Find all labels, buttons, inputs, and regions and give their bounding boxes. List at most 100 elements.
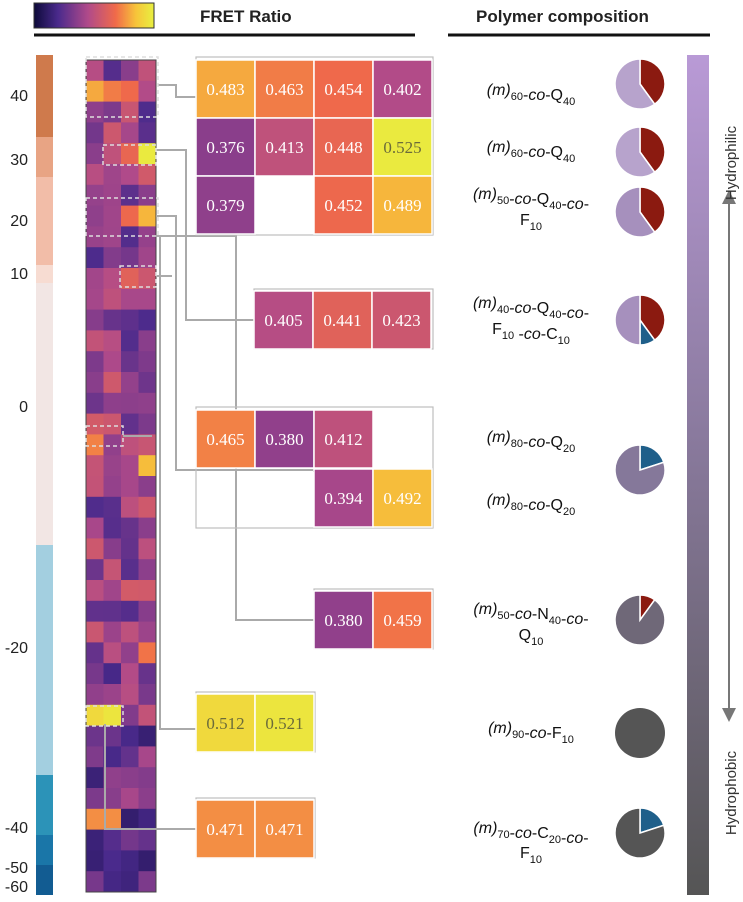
heatmap-cell (138, 850, 157, 872)
axis-tick: -50 (5, 860, 28, 877)
heatmap-cell (138, 184, 157, 206)
heatmap-cell (121, 392, 139, 414)
value-label: 0.459 (383, 611, 421, 630)
heatmap-cell (121, 205, 139, 227)
heatmap-cell (121, 184, 139, 206)
composition-label: (m)80-co-Q20 (487, 492, 576, 518)
heatmap-cell (121, 600, 139, 622)
heatmap-cell (86, 226, 104, 248)
pie-slice (614, 294, 641, 346)
value-label: 0.465 (206, 430, 244, 449)
heatmap-cell (138, 330, 157, 352)
heatmap-cell (138, 663, 157, 685)
value-label: 0.379 (206, 196, 244, 215)
heatmap-cell (138, 476, 157, 498)
value-cell (312, 290, 373, 350)
heatmap-cell (103, 517, 122, 539)
axis-tick: 0 (19, 399, 28, 416)
heatmap-cell (86, 309, 104, 331)
heatmap-cell (138, 559, 157, 581)
heatmap-cell (121, 621, 139, 643)
side-arrow-down (722, 708, 736, 722)
heatmap-cell (121, 288, 139, 310)
heatmap-cell (86, 496, 104, 518)
value-cell (372, 117, 433, 177)
heatmap-cell (138, 704, 157, 726)
heatmap-cell (121, 850, 139, 872)
heatmap-cell (138, 143, 157, 165)
heatmap-cell (121, 434, 139, 456)
value-label: 0.489 (383, 196, 421, 215)
heatmap-cell (103, 642, 122, 664)
side-arrow-up (722, 190, 736, 204)
value-cell (254, 799, 315, 859)
heatmap-cell (86, 330, 104, 352)
heatmap-cell (138, 455, 157, 477)
value-cell (195, 117, 256, 177)
heatmap-cell (86, 871, 104, 893)
heatmap-cell (86, 746, 104, 768)
heatmap-cell (121, 767, 139, 789)
heatmap-cell (138, 372, 157, 394)
heatmap-cell (121, 808, 139, 830)
heatmap-cell (103, 559, 122, 581)
heatmap-cell (103, 143, 122, 165)
composition-label: F10 -co-C10 (492, 321, 570, 347)
heatmap-cell (86, 351, 104, 373)
connector-line (104, 724, 196, 830)
composition-label: (m)90-co-F10 (488, 720, 574, 746)
heatmap-cell (86, 538, 104, 560)
hydrophobicity-strip (36, 55, 53, 895)
heatmap-cell (103, 372, 122, 394)
heatmap-cell (103, 60, 122, 82)
heatmap-cell (121, 871, 139, 893)
heatmap-cell (103, 330, 122, 352)
heatmap-cell (86, 808, 104, 830)
heatmap-cell (103, 850, 122, 872)
heatmap-cell (86, 600, 104, 622)
hydrophobic-label: Hydrophobic (723, 750, 740, 835)
heatmap-cell (103, 184, 122, 206)
highlight-boxes (85, 56, 159, 727)
connector-line (158, 84, 196, 98)
heatmap-cell (121, 476, 139, 498)
composition-label: (m)40-co-Q40-co- (473, 295, 589, 322)
heatmap-cell (103, 309, 122, 331)
heatmap-cell (121, 164, 139, 186)
value-label: 0.512 (206, 714, 244, 733)
value-label: 0.441 (323, 311, 361, 330)
heatmap-cell (103, 413, 122, 435)
heatmap-cell (121, 455, 139, 477)
heatmap-cell (103, 580, 122, 602)
heatmap-cell (103, 455, 122, 477)
value-cell (372, 468, 433, 528)
heatmap-cell (138, 600, 157, 622)
heatmap-cell (138, 288, 157, 310)
value-cell (313, 409, 374, 469)
heatmap-cell (103, 434, 122, 456)
heatmap-frame (85, 59, 157, 893)
heatmap-cell (86, 642, 104, 664)
heatmap-cell (121, 247, 139, 269)
heatmap-cell (138, 122, 157, 144)
highlight-box (85, 56, 159, 118)
pies (614, 58, 666, 859)
composition-label: (m)80-co-Q20 (487, 429, 576, 455)
heatmap-cell (138, 871, 157, 893)
heatmap-cell (138, 767, 157, 789)
heatmap-cell (121, 226, 139, 248)
value-cell (195, 59, 256, 119)
pie-slice (614, 126, 656, 178)
heatmap-cell (103, 122, 122, 144)
composition-label: (m)70-co-C20-co- (473, 820, 588, 847)
composition-label: F10 (520, 212, 542, 233)
value-label: 0.521 (265, 714, 303, 733)
heatmap-cell (121, 351, 139, 373)
value-tables: 0.483 0.463 0.454 0.402 0.376 0.413 0.448 0.525… (195, 56, 434, 859)
heatmap-cell (103, 351, 122, 373)
heatmap-cell (103, 746, 122, 768)
heatmap-cell (138, 247, 157, 269)
heatmap-cell (86, 455, 104, 477)
heatmap-cell (103, 101, 122, 123)
value-label: 0.412 (324, 430, 362, 449)
